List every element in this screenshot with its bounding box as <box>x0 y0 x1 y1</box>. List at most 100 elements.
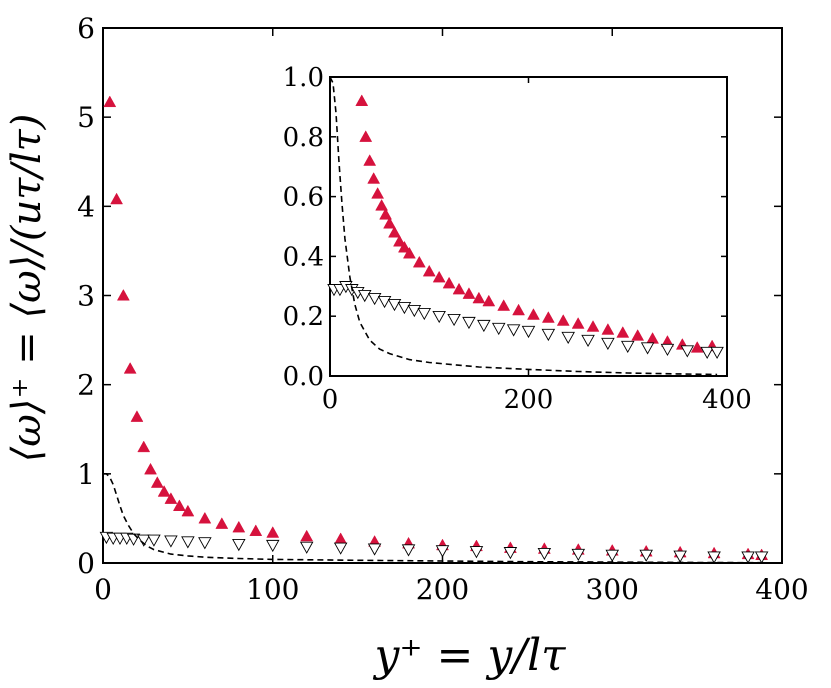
y-tick-label: 0.2 <box>283 302 324 332</box>
x-tick-label: 200 <box>504 385 554 415</box>
open-triangle-point <box>397 301 412 315</box>
data-series <box>327 76 724 376</box>
open-triangle-point <box>710 346 724 360</box>
red-triangle-point <box>215 517 229 529</box>
open-triangle-point <box>503 547 518 560</box>
red-triangle-point <box>355 94 369 106</box>
red-triangle-point <box>379 208 393 220</box>
open-triangle-point <box>147 534 161 547</box>
y-tick-label: 0.8 <box>283 123 324 153</box>
red-triangle-point <box>541 311 555 323</box>
red-triangle-point <box>137 440 151 453</box>
open-triangle-point <box>432 310 446 324</box>
dashed-curve <box>103 472 766 564</box>
red-triangle-point <box>393 234 406 247</box>
x-tick-label: 0 <box>322 385 339 415</box>
open-triangle-point <box>640 342 655 355</box>
open-triangle-point <box>417 307 432 321</box>
y-tick-label: 1 <box>77 458 95 491</box>
open-triangle-point <box>639 549 653 562</box>
open-triangle-point <box>469 546 484 559</box>
open-triangle-point <box>462 316 476 330</box>
x-tick-label: 0 <box>94 573 112 606</box>
open-triangle-point <box>299 541 314 554</box>
red-triangle-point <box>402 246 416 259</box>
inset-panel: 0 200 400 0.0 0.2 0.4 0.6 0.8 1.0 <box>283 63 752 415</box>
red-triangle-point <box>412 255 426 268</box>
red-triangle-point <box>452 282 466 295</box>
open-triangle-point <box>673 550 687 563</box>
red-triangle-point <box>527 308 540 320</box>
open-triangle-point <box>164 535 178 548</box>
open-triangle-point <box>571 548 586 562</box>
red-triangle-point <box>472 291 486 304</box>
open-triangle-point <box>491 322 506 336</box>
red-triangle-point <box>388 225 401 238</box>
y-tick-label: 0.6 <box>283 183 324 213</box>
red-triangle-point <box>462 287 476 299</box>
red-triangle-point <box>144 462 157 475</box>
x-tick-label: 100 <box>246 573 299 606</box>
open-triangle-point <box>601 337 615 351</box>
red-triangle-point <box>383 216 396 229</box>
red-triangle-point <box>512 303 525 316</box>
x-tick-label: 400 <box>702 385 752 415</box>
red-triangle-point <box>123 362 137 374</box>
open-triangle-point <box>680 345 695 358</box>
open-triangle-point <box>401 544 416 557</box>
red-triangle-point <box>371 187 385 199</box>
y-axis-label: ⟨ω⟩⁺ = ⟨ω⟩/(uτ/lτ) <box>4 114 50 463</box>
red-triangle-point <box>232 520 246 533</box>
x-tick-label: 200 <box>416 573 469 606</box>
y-tick-label: 3 <box>77 280 95 313</box>
data-series <box>99 95 769 564</box>
open-triangle-point <box>605 549 620 562</box>
open-triangle-point <box>741 551 755 564</box>
open-triangle-point <box>377 296 392 309</box>
open-triangle-point <box>181 536 195 549</box>
red-triangle-point <box>631 329 645 341</box>
red-triangle-point <box>150 476 164 488</box>
open-triangle-point <box>265 539 280 553</box>
open-triangle-point <box>506 324 521 337</box>
red-triangle-point <box>110 192 124 205</box>
open-triangle-point <box>232 539 246 552</box>
open-triangle-point <box>333 542 348 555</box>
red-triangle-point <box>300 529 314 542</box>
red-triangle-point <box>359 130 373 142</box>
open-triangle-point <box>561 331 575 345</box>
red-triangle-point <box>442 276 456 289</box>
open-triangle-point <box>367 293 382 306</box>
open-triangle-point <box>521 325 536 339</box>
open-triangle-point <box>407 304 422 318</box>
open-triangle-point <box>660 343 675 357</box>
red-triangle-point <box>398 240 411 253</box>
red-triangle-point <box>157 485 171 497</box>
red-triangle-point <box>103 95 117 108</box>
red-triangle-point <box>422 264 436 277</box>
y-tick-label: 0 <box>77 547 95 580</box>
open-triangle-point <box>581 334 595 348</box>
open-triangle-point <box>707 551 721 564</box>
red-triangle-point <box>497 299 511 311</box>
red-triangle-point <box>181 504 195 517</box>
y-tick-label: 0.0 <box>283 362 324 392</box>
red-triangle-point <box>249 524 263 536</box>
x-axis-label: y⁺ = y/lτ <box>372 630 566 681</box>
red-triangle-point <box>116 288 130 301</box>
red-triangle-point <box>198 511 212 524</box>
open-triangle-point <box>435 545 450 558</box>
red-triangle-point <box>482 294 496 307</box>
y-tick-label: 1.0 <box>283 63 324 93</box>
y-tick-label: 2 <box>77 369 95 402</box>
open-triangle-point <box>198 537 212 550</box>
y-tick-label: 5 <box>77 101 95 134</box>
red-triangle-point <box>601 323 615 335</box>
red-triangle-point <box>375 199 389 211</box>
open-triangle-point <box>537 547 552 561</box>
open-triangle-point <box>357 290 372 303</box>
red-triangle-point <box>556 314 570 326</box>
red-triangle-point <box>266 526 280 538</box>
red-triangle-point <box>172 499 186 511</box>
